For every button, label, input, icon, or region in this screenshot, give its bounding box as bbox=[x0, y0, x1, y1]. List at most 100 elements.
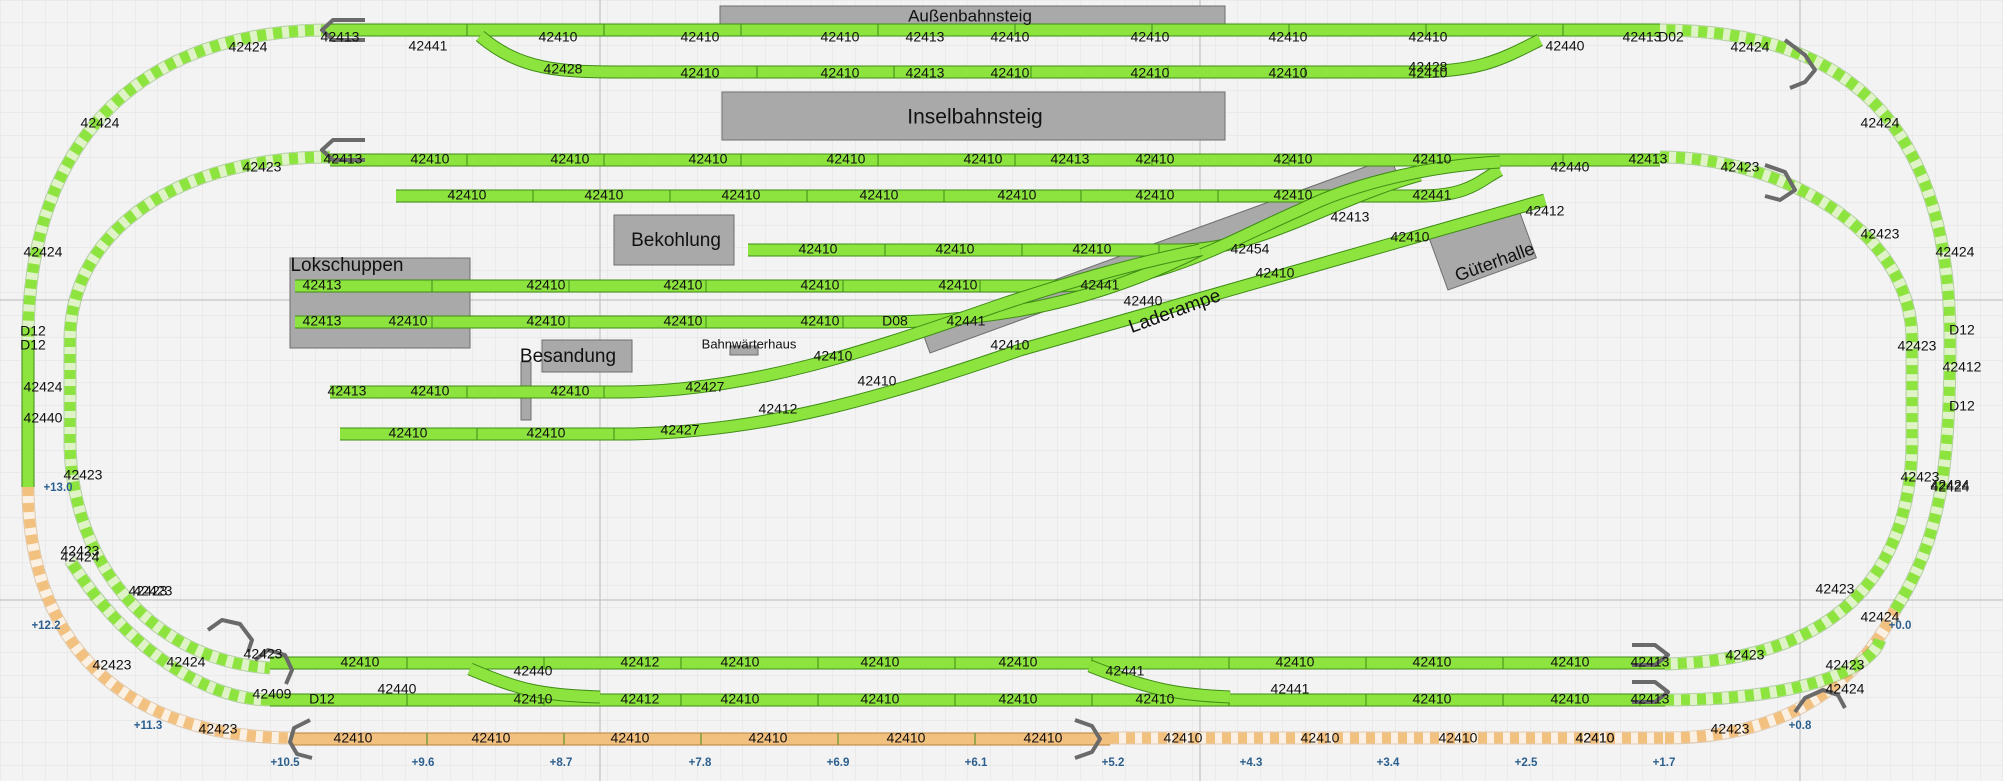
track-label-t116: 42410 bbox=[999, 654, 1038, 670]
track-label-t79: 42410 bbox=[527, 425, 566, 441]
height-label-h10: +5.2 bbox=[1102, 757, 1125, 769]
track-label-t50: 42412 bbox=[1526, 203, 1565, 219]
track-label-t142: 42410 bbox=[1301, 730, 1340, 746]
height-label-h9: +6.1 bbox=[965, 757, 988, 769]
track-label-t56: 42413 bbox=[303, 277, 342, 293]
track-label-t46: 42410 bbox=[1136, 187, 1175, 203]
track-label-t8: 42410 bbox=[991, 29, 1030, 45]
track-label-t101: D12 bbox=[1949, 398, 1975, 414]
track-label-t6: 42410 bbox=[821, 29, 860, 45]
track-label-t41: 42410 bbox=[448, 187, 487, 203]
track-label-t90: 42424 bbox=[61, 549, 100, 565]
track-label-t16: 42428 bbox=[544, 61, 583, 77]
track-label-t143: 42410 bbox=[1439, 730, 1478, 746]
track-label-t82: 42424 bbox=[24, 244, 63, 260]
track-label-t9: 42410 bbox=[1131, 29, 1170, 45]
track-label-t47: 42410 bbox=[1274, 187, 1313, 203]
track-label-t21: 42410 bbox=[1131, 65, 1170, 81]
height-label-h3: +11.3 bbox=[134, 720, 162, 732]
track-label-t29: 42410 bbox=[411, 151, 450, 167]
track-label-t128: 42410 bbox=[861, 691, 900, 707]
track-label-t43: 42410 bbox=[722, 187, 761, 203]
track-label-t110: 42423 bbox=[244, 646, 283, 662]
track-label-t61: 42441 bbox=[1081, 277, 1120, 293]
height-label-h4: +10.5 bbox=[270, 757, 300, 769]
track-label-t3: 42441 bbox=[409, 38, 448, 54]
track-label-t34: 42413 bbox=[1051, 151, 1090, 167]
track-label-t132: 42410 bbox=[1413, 691, 1452, 707]
track-label-t131: 42441 bbox=[1271, 681, 1310, 697]
track-label-t113: 42412 bbox=[621, 654, 660, 670]
building-label-inselbahnsteig: Inselbahnsteig bbox=[907, 106, 1042, 129]
track-label-t13: 42413 bbox=[1623, 29, 1662, 45]
track-label-t133: 42410 bbox=[1551, 691, 1590, 707]
track-label-t127: 42410 bbox=[721, 691, 760, 707]
track-label-t71: 42410 bbox=[991, 337, 1030, 353]
height-label-h14: +1.7 bbox=[1653, 757, 1676, 769]
track-label-t126: 42412 bbox=[621, 691, 660, 707]
track-label-t27: 42423 bbox=[243, 159, 282, 175]
height-label-h8: +6.9 bbox=[827, 757, 850, 769]
track-label-t100: 42412 bbox=[1943, 359, 1982, 375]
height-label-h5: +9.6 bbox=[412, 757, 435, 769]
buffer-stop-5 bbox=[206, 618, 254, 653]
track-label-t84: D12 bbox=[20, 323, 46, 339]
track-label-t106: 42423 bbox=[1826, 657, 1865, 673]
track-label-t68: 42410 bbox=[801, 313, 840, 329]
track-label-t59: 42410 bbox=[801, 277, 840, 293]
track-label-t86: 42440 bbox=[24, 410, 63, 426]
track-bottom-xover-r bbox=[1087, 660, 1231, 703]
track-label-t104: 42423 bbox=[1816, 581, 1855, 597]
track-label-t70: 42441 bbox=[947, 313, 986, 329]
track-label-t53: 42410 bbox=[1073, 241, 1112, 257]
track-label-t99: D12 bbox=[1949, 322, 1975, 338]
track-label-t81: 42412 bbox=[759, 401, 798, 417]
height-label-h15: +0.8 bbox=[1789, 720, 1812, 732]
track-label-t11: 42410 bbox=[1409, 29, 1448, 45]
height-label-h1: +13.0 bbox=[43, 482, 72, 494]
track-label-t98: 42423 bbox=[1898, 338, 1937, 354]
track-label-t103: 42424 bbox=[1931, 479, 1970, 495]
height-label-h11: +4.3 bbox=[1240, 757, 1263, 769]
outer-loop-left-top bbox=[22, 24, 331, 341]
track-label-t65: 42410 bbox=[389, 313, 428, 329]
track-label-t30: 42410 bbox=[551, 151, 590, 167]
track-label-t138: 42410 bbox=[749, 730, 788, 746]
height-label-h12: +3.4 bbox=[1377, 757, 1400, 769]
track-label-t83: 42424 bbox=[24, 379, 63, 395]
track-label-t39: 42413 bbox=[1629, 151, 1668, 167]
buffer-stop-2 bbox=[320, 138, 365, 162]
outer-loop-right bbox=[1659, 24, 1956, 613]
tracks bbox=[21, 23, 1957, 746]
track-label-t36: 42410 bbox=[1274, 151, 1313, 167]
track-label-t118: 42410 bbox=[1276, 654, 1315, 670]
buffer-stops bbox=[206, 18, 1847, 760]
track-label-t40: 42423 bbox=[1721, 159, 1760, 175]
track-label-t121: 42413 bbox=[1631, 654, 1670, 670]
building-inselbahnsteig bbox=[721, 91, 1226, 141]
track-label-t93: 42423 bbox=[93, 657, 132, 673]
track-label-t114: 42410 bbox=[721, 654, 760, 670]
buffer-stop-8 bbox=[1074, 718, 1102, 760]
track-label-t10: 42410 bbox=[1269, 29, 1308, 45]
building-bekohlung bbox=[613, 214, 735, 266]
track-label-t62: 42410 bbox=[1256, 265, 1295, 281]
track-label-t38: 42440 bbox=[1551, 159, 1590, 175]
outer-loop-left-bottom bbox=[22, 486, 291, 744]
track-label-t85: D12 bbox=[20, 337, 46, 353]
track-bottom-xover-l bbox=[467, 663, 601, 703]
track-label-t57: 42410 bbox=[527, 277, 566, 293]
track-labels: 42424 42413 42441 42410 42410 42410 42413 42410… bbox=[20, 29, 1982, 746]
track-label-t80: 42427 bbox=[661, 422, 700, 438]
track-top-2 bbox=[476, 31, 1543, 78]
track-label-t94: 42423 bbox=[199, 721, 238, 737]
buffer-stop-10 bbox=[1632, 680, 1670, 704]
track-label-t102: 42423 bbox=[1901, 469, 1940, 485]
track-label-t137: 42410 bbox=[611, 730, 650, 746]
inner-loop-left-lower bbox=[65, 557, 271, 706]
track-label-t123: 42440 bbox=[378, 681, 417, 697]
track-label-t124: D12 bbox=[309, 691, 335, 707]
track-label-t72: 42413 bbox=[328, 383, 367, 399]
track-label-t77: 42410 bbox=[858, 373, 897, 389]
track-label-t58: 42410 bbox=[664, 277, 703, 293]
